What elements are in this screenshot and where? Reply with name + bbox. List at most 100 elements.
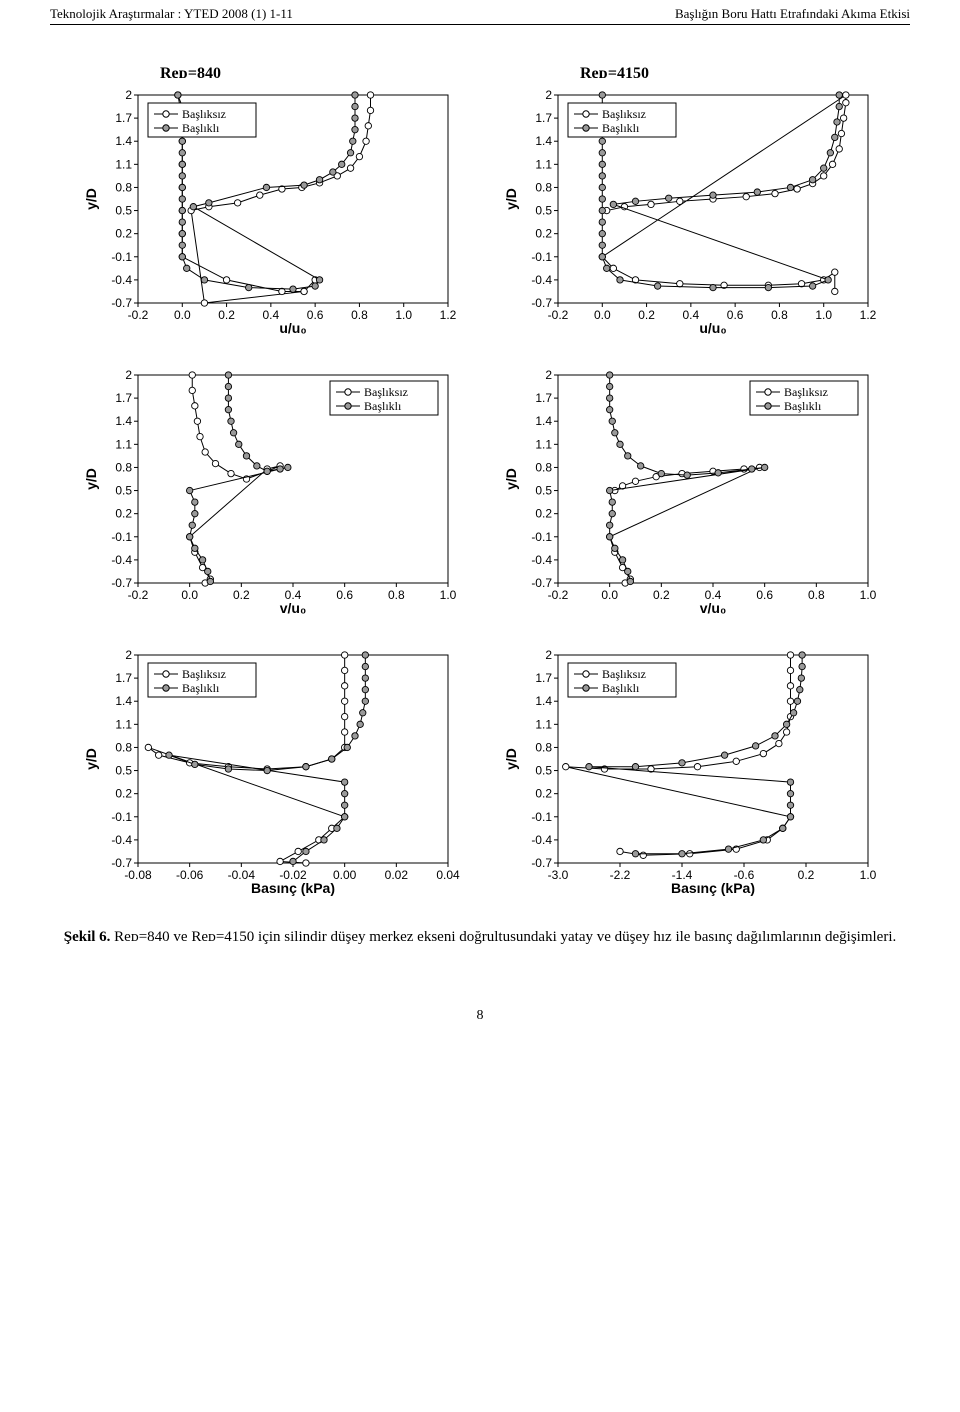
svg-text:y/D: y/D xyxy=(503,468,519,490)
chart-a2: 21.71.41.10.80.50.2-0.1-0.4-0.7-0.20.00.… xyxy=(500,87,880,337)
svg-text:y/D: y/D xyxy=(83,468,99,490)
svg-text:2: 2 xyxy=(125,648,132,662)
svg-text:0.0: 0.0 xyxy=(181,588,198,602)
svg-text:1.0: 1.0 xyxy=(395,308,412,322)
svg-text:1.2: 1.2 xyxy=(440,308,457,322)
svg-text:-0.4: -0.4 xyxy=(111,273,132,287)
svg-text:2: 2 xyxy=(545,648,552,662)
svg-text:-0.2: -0.2 xyxy=(128,308,149,322)
svg-text:Başlıksız: Başlıksız xyxy=(364,385,408,399)
svg-text:-0.4: -0.4 xyxy=(531,553,552,567)
svg-text:1.1: 1.1 xyxy=(535,717,552,731)
svg-text:1.1: 1.1 xyxy=(535,437,552,451)
svg-text:y/D: y/D xyxy=(503,748,519,770)
svg-text:1.4: 1.4 xyxy=(535,134,552,148)
svg-text:1.4: 1.4 xyxy=(115,414,132,428)
svg-text:0.8: 0.8 xyxy=(771,308,788,322)
svg-text:0.8: 0.8 xyxy=(115,460,132,474)
title-re840: Reᴅ=840 xyxy=(160,65,460,83)
svg-text:-0.2: -0.2 xyxy=(128,588,149,602)
svg-text:u/u₀: u/u₀ xyxy=(699,320,726,336)
svg-text:0.8: 0.8 xyxy=(351,308,368,322)
svg-text:0.2: 0.2 xyxy=(653,588,670,602)
svg-text:0.8: 0.8 xyxy=(388,588,405,602)
svg-text:0.8: 0.8 xyxy=(535,740,552,754)
svg-text:1.4: 1.4 xyxy=(115,134,132,148)
svg-text:-0.4: -0.4 xyxy=(531,833,552,847)
svg-text:2: 2 xyxy=(125,88,132,102)
svg-text:-0.1: -0.1 xyxy=(531,810,552,824)
svg-text:-0.06: -0.06 xyxy=(176,868,204,882)
svg-text:0.8: 0.8 xyxy=(808,588,825,602)
svg-text:-3.0: -3.0 xyxy=(548,868,569,882)
svg-text:1.7: 1.7 xyxy=(535,391,552,405)
svg-text:Başlıksız: Başlıksız xyxy=(602,667,646,681)
svg-text:0.6: 0.6 xyxy=(727,308,744,322)
svg-text:-0.1: -0.1 xyxy=(111,250,132,264)
header-right: Başlığın Boru Hattı Etrafındaki Akıma Et… xyxy=(675,6,910,22)
svg-text:0.2: 0.2 xyxy=(535,787,552,801)
svg-text:Başlıksız: Başlıksız xyxy=(602,107,646,121)
svg-text:0.6: 0.6 xyxy=(336,588,353,602)
svg-text:Başlıklı: Başlıklı xyxy=(602,121,640,135)
svg-text:-0.1: -0.1 xyxy=(111,810,132,824)
svg-text:-0.4: -0.4 xyxy=(531,273,552,287)
svg-text:Başlıklı: Başlıklı xyxy=(784,399,822,413)
svg-text:0.8: 0.8 xyxy=(115,740,132,754)
svg-text:0.04: 0.04 xyxy=(436,868,460,882)
chart-a1-wrap: Reᴅ=840 21.71.41.10.80.50.2-0.1-0.4-0.7-… xyxy=(80,65,460,337)
svg-text:Başlıklı: Başlıklı xyxy=(182,121,220,135)
svg-text:2: 2 xyxy=(545,368,552,382)
chart-a1: 21.71.41.10.80.50.2-0.1-0.4-0.7-0.20.00.… xyxy=(80,87,460,337)
svg-text:1.7: 1.7 xyxy=(535,671,552,685)
svg-text:0.0: 0.0 xyxy=(594,308,611,322)
page-header: Teknolojik Araştırmalar : YTED 2008 (1) … xyxy=(50,0,910,25)
svg-text:1.0: 1.0 xyxy=(440,588,457,602)
svg-text:1.7: 1.7 xyxy=(115,111,132,125)
svg-text:0.6: 0.6 xyxy=(307,308,324,322)
svg-text:1.4: 1.4 xyxy=(535,694,552,708)
svg-text:0.8: 0.8 xyxy=(535,180,552,194)
svg-text:y/D: y/D xyxy=(83,188,99,210)
svg-text:1.2: 1.2 xyxy=(860,308,877,322)
svg-text:Basınç (kPa): Basınç (kPa) xyxy=(671,880,755,896)
svg-text:-0.2: -0.2 xyxy=(548,588,569,602)
svg-text:1.7: 1.7 xyxy=(115,391,132,405)
svg-text:0.6: 0.6 xyxy=(756,588,773,602)
svg-text:0.8: 0.8 xyxy=(535,460,552,474)
chart-b1: 21.71.41.10.80.50.2-0.1-0.4-0.7-0.20.00.… xyxy=(80,367,460,617)
svg-text:0.0: 0.0 xyxy=(601,588,618,602)
svg-text:0.2: 0.2 xyxy=(535,227,552,241)
svg-text:0.5: 0.5 xyxy=(115,764,132,778)
chart-c1: 21.71.41.10.80.50.2-0.1-0.4-0.7-0.08-0.0… xyxy=(80,647,460,897)
svg-text:1.0: 1.0 xyxy=(860,868,877,882)
svg-text:0.8: 0.8 xyxy=(115,180,132,194)
svg-text:0.2: 0.2 xyxy=(798,868,815,882)
svg-text:Başlıksız: Başlıksız xyxy=(182,667,226,681)
svg-text:1.7: 1.7 xyxy=(535,111,552,125)
svg-text:0.5: 0.5 xyxy=(115,204,132,218)
header-left: Teknolojik Araştırmalar : YTED 2008 (1) … xyxy=(50,6,293,22)
svg-text:1.0: 1.0 xyxy=(860,588,877,602)
svg-text:0.2: 0.2 xyxy=(638,308,655,322)
svg-text:-0.4: -0.4 xyxy=(111,553,132,567)
svg-text:0.2: 0.2 xyxy=(115,787,132,801)
svg-text:v/u₀: v/u₀ xyxy=(280,600,307,616)
svg-text:1.1: 1.1 xyxy=(115,717,132,731)
svg-text:1.1: 1.1 xyxy=(535,157,552,171)
svg-text:0.2: 0.2 xyxy=(233,588,250,602)
svg-text:v/u₀: v/u₀ xyxy=(700,600,727,616)
svg-text:u/u₀: u/u₀ xyxy=(279,320,306,336)
svg-text:0.4: 0.4 xyxy=(683,308,700,322)
svg-text:Başlıklı: Başlıklı xyxy=(364,399,402,413)
svg-text:0.4: 0.4 xyxy=(263,308,280,322)
title-re4150: Reᴅ=4150 xyxy=(580,65,880,83)
svg-text:-2.2: -2.2 xyxy=(610,868,631,882)
svg-text:y/D: y/D xyxy=(503,188,519,210)
svg-text:Başlıksız: Başlıksız xyxy=(784,385,828,399)
svg-text:0.02: 0.02 xyxy=(385,868,409,882)
svg-text:2: 2 xyxy=(125,368,132,382)
svg-text:0.5: 0.5 xyxy=(535,484,552,498)
svg-text:0.2: 0.2 xyxy=(115,507,132,521)
svg-text:0.0: 0.0 xyxy=(174,308,191,322)
